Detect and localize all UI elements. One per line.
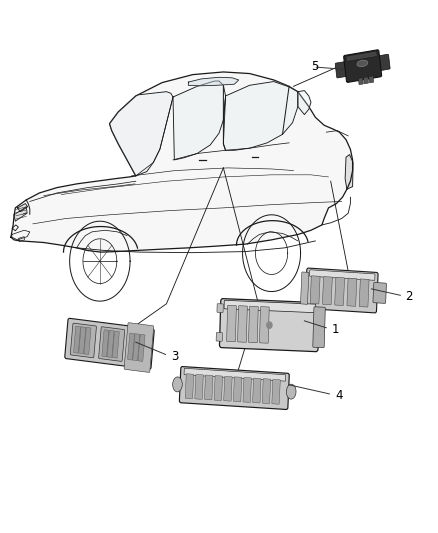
- FancyBboxPatch shape: [99, 327, 125, 361]
- FancyBboxPatch shape: [216, 333, 223, 341]
- FancyBboxPatch shape: [205, 375, 213, 400]
- FancyBboxPatch shape: [359, 279, 369, 307]
- FancyBboxPatch shape: [195, 374, 203, 399]
- FancyBboxPatch shape: [71, 323, 96, 358]
- FancyBboxPatch shape: [138, 334, 145, 361]
- Text: 3: 3: [171, 350, 178, 362]
- FancyBboxPatch shape: [74, 326, 81, 353]
- Polygon shape: [223, 82, 298, 150]
- FancyBboxPatch shape: [369, 76, 374, 83]
- Ellipse shape: [286, 384, 296, 399]
- Polygon shape: [298, 91, 311, 115]
- FancyBboxPatch shape: [185, 374, 194, 399]
- FancyBboxPatch shape: [305, 268, 378, 313]
- Ellipse shape: [173, 377, 182, 392]
- FancyBboxPatch shape: [102, 330, 109, 357]
- FancyBboxPatch shape: [262, 378, 271, 403]
- Polygon shape: [173, 81, 226, 160]
- Text: 5: 5: [311, 60, 318, 72]
- FancyBboxPatch shape: [243, 377, 251, 402]
- FancyBboxPatch shape: [346, 51, 377, 61]
- FancyBboxPatch shape: [310, 276, 320, 304]
- FancyBboxPatch shape: [335, 61, 348, 78]
- FancyBboxPatch shape: [310, 270, 375, 280]
- FancyBboxPatch shape: [226, 305, 237, 342]
- FancyBboxPatch shape: [79, 327, 86, 354]
- FancyBboxPatch shape: [133, 334, 140, 361]
- FancyBboxPatch shape: [180, 367, 289, 409]
- Polygon shape: [188, 77, 239, 86]
- FancyBboxPatch shape: [112, 331, 119, 358]
- FancyBboxPatch shape: [364, 77, 368, 84]
- FancyBboxPatch shape: [253, 378, 261, 403]
- FancyBboxPatch shape: [84, 327, 91, 354]
- FancyBboxPatch shape: [313, 307, 325, 348]
- Text: 2: 2: [406, 290, 413, 303]
- FancyBboxPatch shape: [233, 377, 242, 402]
- FancyBboxPatch shape: [214, 376, 223, 400]
- Polygon shape: [11, 72, 353, 252]
- Polygon shape: [18, 204, 28, 212]
- FancyBboxPatch shape: [248, 306, 258, 343]
- FancyBboxPatch shape: [335, 277, 345, 305]
- FancyBboxPatch shape: [217, 304, 223, 312]
- FancyBboxPatch shape: [224, 376, 232, 401]
- FancyBboxPatch shape: [377, 54, 390, 71]
- Polygon shape: [19, 237, 25, 241]
- FancyBboxPatch shape: [300, 272, 309, 304]
- Polygon shape: [110, 92, 173, 176]
- FancyBboxPatch shape: [127, 333, 134, 360]
- FancyBboxPatch shape: [237, 306, 247, 342]
- FancyBboxPatch shape: [219, 298, 319, 352]
- Text: 1: 1: [332, 323, 339, 336]
- FancyBboxPatch shape: [322, 277, 332, 305]
- Ellipse shape: [357, 60, 368, 67]
- FancyBboxPatch shape: [124, 322, 154, 373]
- FancyBboxPatch shape: [259, 306, 269, 343]
- FancyBboxPatch shape: [107, 330, 114, 358]
- FancyBboxPatch shape: [373, 282, 386, 303]
- Circle shape: [267, 322, 272, 328]
- FancyBboxPatch shape: [65, 318, 154, 369]
- Polygon shape: [345, 155, 353, 189]
- FancyBboxPatch shape: [347, 278, 357, 306]
- Polygon shape: [14, 207, 27, 221]
- FancyBboxPatch shape: [358, 78, 364, 85]
- FancyBboxPatch shape: [224, 300, 316, 313]
- FancyBboxPatch shape: [184, 368, 286, 381]
- FancyBboxPatch shape: [344, 50, 381, 83]
- FancyBboxPatch shape: [272, 379, 280, 404]
- Text: 4: 4: [335, 389, 343, 402]
